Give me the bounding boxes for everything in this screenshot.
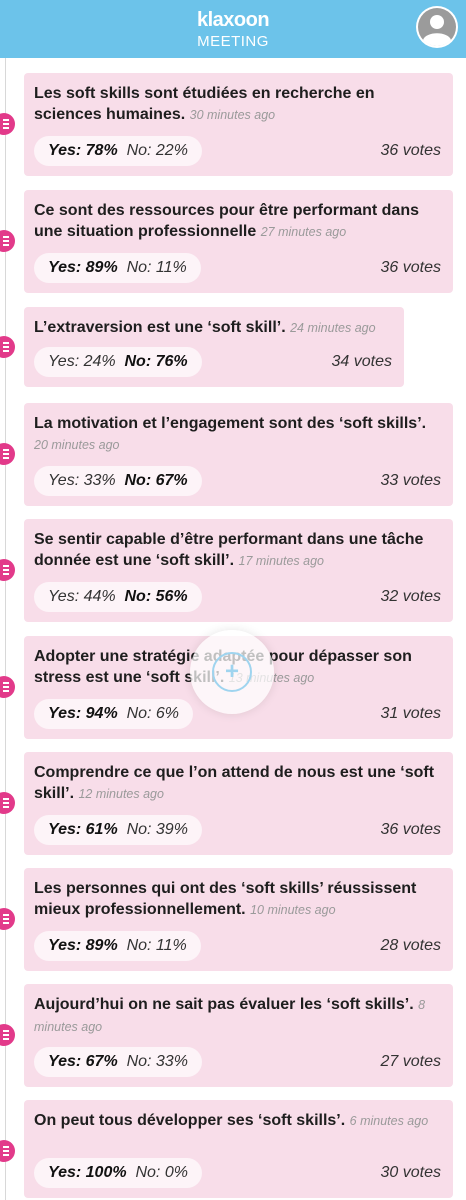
brand-logo: klaxoon: [196, 9, 270, 31]
question-marker-icon: [0, 792, 15, 814]
no-result: No: 33%: [126, 1053, 188, 1070]
no-result: No: 0%: [135, 1164, 188, 1181]
question-text: Aujourd’hui on ne sait pas évaluer les ‘…: [34, 996, 426, 1034]
question-results: Yes: 24% No: 76% 34 votes: [34, 347, 392, 377]
question-marker-icon: [0, 336, 15, 358]
results-pill: Yes: 24% No: 76%: [34, 347, 202, 377]
vote-count: 32 votes: [380, 588, 441, 605]
results-pill: Yes: 89% No: 11%: [34, 253, 201, 283]
yes-result: Yes: 89%: [48, 259, 118, 276]
yes-result: Yes: 24%: [48, 353, 116, 370]
vote-count: 33 votes: [380, 472, 441, 489]
plus-icon: +: [224, 658, 239, 685]
vote-count: 34 votes: [331, 353, 392, 370]
question-time: 24 minutes ago: [290, 321, 376, 335]
question-card[interactable]: On peut tous développer ses ‘soft skills…: [0, 1100, 453, 1198]
question-results: Yes: 33% No: 67% 33 votes: [34, 466, 441, 496]
question-marker-icon: [0, 559, 15, 581]
yes-result: Yes: 67%: [48, 1053, 118, 1070]
question-marker-icon: [0, 113, 15, 135]
no-result: No: 67%: [124, 472, 188, 489]
question-card[interactable]: Aujourd’hui on ne sait pas évaluer les ‘…: [0, 984, 453, 1087]
question-time: 12 minutes ago: [78, 787, 164, 801]
question-card[interactable]: Les soft skills sont étudiées en recherc…: [0, 73, 453, 176]
question-results: Yes: 67% No: 33% 27 votes: [34, 1047, 441, 1077]
yes-result: Yes: 61%: [48, 821, 118, 838]
results-pill: Yes: 94% No: 6%: [34, 699, 194, 729]
vote-count: 36 votes: [380, 142, 441, 159]
add-ring: [212, 652, 252, 692]
vote-count: 31 votes: [380, 705, 441, 722]
results-pill: Yes: 78% No: 22%: [34, 136, 202, 166]
no-result: No: 39%: [126, 821, 188, 838]
question-time: 20 minutes ago: [34, 438, 120, 452]
results-pill: Yes: 44% No: 56%: [34, 582, 202, 612]
yes-result: Yes: 33%: [48, 472, 116, 489]
results-pill: Yes: 33% No: 67%: [34, 466, 202, 496]
question-results: Yes: 89% No: 11% 28 votes: [34, 931, 441, 961]
question-card[interactable]: Se sentir capable d’être performant dans…: [0, 519, 453, 622]
question-marker-icon: [0, 1024, 15, 1046]
yes-result: Yes: 100%: [48, 1164, 127, 1181]
no-result: No: 76%: [124, 353, 188, 370]
question-text: On peut tous développer ses ‘soft skills…: [34, 1112, 429, 1129]
question-time: 10 minutes ago: [250, 903, 336, 917]
yes-result: Yes: 44%: [48, 588, 116, 605]
question-results: Yes: 44% No: 56% 32 votes: [34, 582, 441, 612]
question-results: Yes: 100% No: 0% 30 votes: [34, 1158, 441, 1188]
results-pill: Yes: 100% No: 0%: [34, 1158, 202, 1188]
no-result: No: 56%: [124, 588, 188, 605]
question-time: 27 minutes ago: [260, 225, 347, 239]
yes-result: Yes: 89%: [48, 937, 118, 954]
question-marker-icon: [0, 676, 15, 698]
question-marker-icon: [0, 230, 15, 252]
question-card[interactable]: L’extraversion est une ‘soft skill’. 24 …: [0, 307, 404, 387]
question-marker-icon: [0, 443, 15, 465]
question-card[interactable]: Comprendre ce que l’on attend de nous es…: [0, 752, 453, 855]
yes-result: Yes: 94%: [48, 705, 118, 722]
question-text: L’extraversion est une ‘soft skill’. 24 …: [34, 319, 376, 336]
add-button[interactable]: +: [190, 630, 274, 714]
vote-count: 36 votes: [380, 259, 441, 276]
yes-result: Yes: 78%: [48, 142, 118, 159]
question-card[interactable]: Ce sont des ressources pour être perform…: [0, 190, 453, 293]
question-marker-icon: [0, 908, 15, 930]
question-time: 17 minutes ago: [238, 554, 324, 568]
question-time: 8 minutes ago: [34, 998, 426, 1034]
question-text: Se sentir capable d’être performant dans…: [34, 531, 424, 569]
question-card[interactable]: La motivation et l’engagement sont des ‘…: [0, 403, 453, 506]
question-results: Yes: 89% No: 11% 36 votes: [34, 253, 441, 283]
question-text: Comprendre ce que l’on attend de nous es…: [34, 764, 435, 802]
no-result: No: 22%: [126, 142, 188, 159]
no-result: No: 11%: [126, 937, 187, 954]
question-marker-icon: [0, 1140, 15, 1162]
question-text: Ce sont des ressources pour être perform…: [34, 202, 419, 240]
header-subtitle: MEETING: [197, 33, 269, 50]
question-results: Yes: 61% No: 39% 36 votes: [34, 815, 441, 845]
avatar[interactable]: [416, 6, 458, 48]
question-card[interactable]: Les personnes qui ont des ‘soft skills’ …: [0, 868, 453, 971]
app-header: klaxoon MEETING: [0, 0, 466, 58]
vote-count: 36 votes: [380, 821, 441, 838]
results-pill: Yes: 89% No: 11%: [34, 931, 201, 961]
no-result: No: 11%: [126, 259, 187, 276]
vote-count: 27 votes: [380, 1053, 441, 1070]
vote-count: 30 votes: [380, 1164, 441, 1181]
question-text: Les personnes qui ont des ‘soft skills’ …: [34, 880, 417, 918]
question-time: 30 minutes ago: [189, 108, 276, 122]
vote-count: 28 votes: [380, 937, 441, 954]
no-result: No: 6%: [126, 705, 180, 722]
user-icon: [418, 8, 456, 47]
question-time: 6 minutes ago: [349, 1114, 429, 1128]
results-pill: Yes: 61% No: 39%: [34, 815, 202, 845]
timeline-line: [5, 58, 6, 1200]
results-pill: Yes: 67% No: 33%: [34, 1047, 202, 1077]
question-text: Les soft skills sont étudiées en recherc…: [34, 85, 375, 123]
question-results: Yes: 94% No: 6% 31 votes: [34, 699, 441, 729]
question-text: La motivation et l’engagement sont des ‘…: [34, 415, 427, 452]
question-results: Yes: 78% No: 22% 36 votes: [34, 136, 441, 166]
